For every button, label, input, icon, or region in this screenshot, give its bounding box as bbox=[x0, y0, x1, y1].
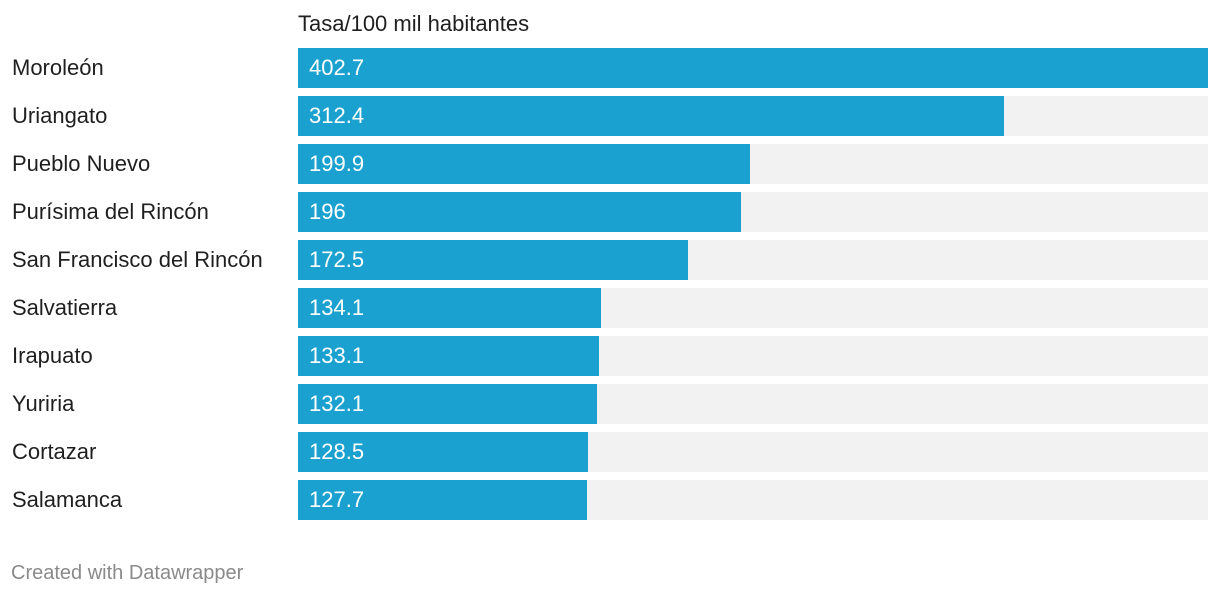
bar-row: Irapuato 133.1 bbox=[0, 336, 1220, 376]
category-label: Salamanca bbox=[12, 487, 123, 512]
bar-track: 172.5 bbox=[298, 240, 1208, 280]
bar-track: 199.9 bbox=[298, 144, 1208, 184]
bar-track: 133.1 bbox=[298, 336, 1208, 376]
bar-value-label: 199.9 bbox=[309, 151, 365, 176]
bar-track: 128.5 bbox=[298, 432, 1208, 472]
bar-value-label: 196 bbox=[309, 199, 346, 224]
bar: 128.5 bbox=[298, 432, 588, 472]
bar-value-label: 134.1 bbox=[309, 295, 365, 320]
chart-title: Tasa/100 mil habitantes bbox=[298, 11, 530, 36]
category-label: Cortazar bbox=[12, 439, 97, 464]
category-label: Purísima del Rincón bbox=[12, 199, 209, 224]
bar-row: Pueblo Nuevo 199.9 bbox=[0, 144, 1220, 184]
category-label: San Francisco del Rincón bbox=[12, 247, 263, 272]
bar: 133.1 bbox=[298, 336, 599, 376]
bar-value-label: 312.4 bbox=[309, 103, 365, 128]
bar: 312.4 bbox=[298, 96, 1004, 136]
bar-value-label: 172.5 bbox=[309, 247, 365, 272]
bar-row: Salvatierra 134.1 bbox=[0, 288, 1220, 328]
bar-value-label: 132.1 bbox=[309, 391, 365, 416]
bar-row: Salamanca 127.7 bbox=[0, 480, 1220, 520]
bar: 134.1 bbox=[298, 288, 601, 328]
bar-track: 127.7 bbox=[298, 480, 1208, 520]
category-label: Uriangato bbox=[12, 103, 108, 128]
bar-value-label: 402.7 bbox=[309, 55, 365, 80]
bar: 127.7 bbox=[298, 480, 587, 520]
category-label: Yuriria bbox=[12, 391, 75, 416]
bar-row: Purísima del Rincón 196 bbox=[0, 192, 1220, 232]
bar-row: San Francisco del Rincón 172.5 bbox=[0, 240, 1220, 280]
category-label: Pueblo Nuevo bbox=[12, 151, 151, 176]
bar: 402.7 bbox=[298, 48, 1208, 88]
bar-row: Cortazar 128.5 bbox=[0, 432, 1220, 472]
bar-track: 134.1 bbox=[298, 288, 1208, 328]
category-label: Irapuato bbox=[12, 343, 93, 368]
bar: 132.1 bbox=[298, 384, 597, 424]
bar: 196 bbox=[298, 192, 741, 232]
bar-value-label: 128.5 bbox=[309, 439, 365, 464]
datawrapper-credit: Created with Datawrapper bbox=[11, 562, 244, 584]
category-label: Salvatierra bbox=[12, 295, 118, 320]
bar-track: 132.1 bbox=[298, 384, 1208, 424]
bar-value-label: 127.7 bbox=[309, 487, 365, 512]
bar-track: 312.4 bbox=[298, 96, 1208, 136]
bar: 172.5 bbox=[298, 240, 688, 280]
bar-track: 196 bbox=[298, 192, 1208, 232]
bar: 199.9 bbox=[298, 144, 750, 184]
bar-value-label: 133.1 bbox=[309, 343, 365, 368]
bar-row: Uriangato 312.4 bbox=[0, 96, 1220, 136]
bar-row: Moroleón 402.7 bbox=[0, 48, 1220, 88]
bar-row: Yuriria 132.1 bbox=[0, 384, 1220, 424]
category-label: Moroleón bbox=[12, 55, 104, 80]
bar-track: 402.7 bbox=[298, 48, 1208, 88]
